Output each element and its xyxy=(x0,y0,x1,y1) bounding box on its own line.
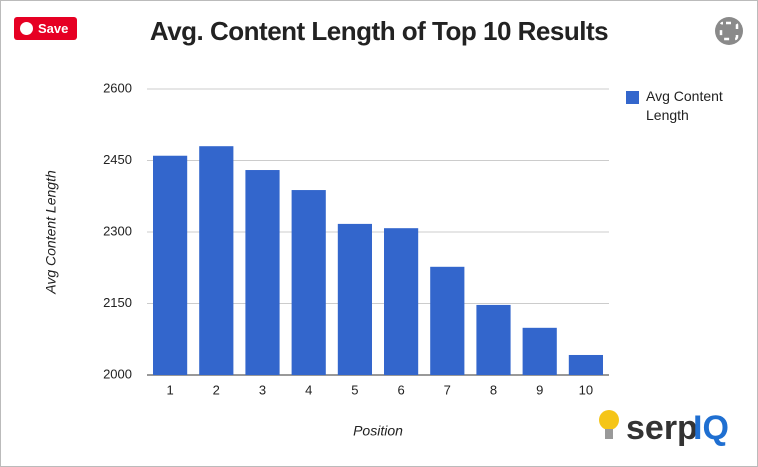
x-tick-label: 5 xyxy=(351,382,358,397)
bar xyxy=(430,266,465,375)
y-tick-label: 2300 xyxy=(103,223,132,238)
bar xyxy=(476,304,511,375)
bar xyxy=(153,155,188,375)
bar xyxy=(291,190,326,375)
x-tick-label: 10 xyxy=(579,382,593,397)
bar xyxy=(568,354,603,375)
y-tick-label: 2600 xyxy=(103,80,132,95)
x-tick-label: 2 xyxy=(213,382,220,397)
x-tick-label: 1 xyxy=(166,382,173,397)
bar xyxy=(245,170,280,375)
x-tick-label: 9 xyxy=(536,382,543,397)
chart-title: Avg. Content Length of Top 10 Results xyxy=(150,16,608,46)
legend-label: Avg Content Length xyxy=(646,88,723,123)
save-button[interactable]: Save xyxy=(14,17,77,40)
x-tick-label: 8 xyxy=(490,382,497,397)
bar xyxy=(522,327,557,375)
legend-swatch xyxy=(626,91,639,104)
y-tick-label: 2000 xyxy=(103,366,132,381)
x-tick-label: 4 xyxy=(305,382,312,397)
expand-icon[interactable] xyxy=(715,17,743,45)
x-axis-label: Position xyxy=(353,423,403,439)
y-tick-label: 2450 xyxy=(103,152,132,167)
bar xyxy=(384,228,419,375)
y-axis-label: Avg Content Length xyxy=(43,170,59,295)
logo-text: serp xyxy=(626,409,698,447)
x-tick-label: 6 xyxy=(397,382,404,397)
bar xyxy=(337,223,372,375)
bar xyxy=(199,146,234,375)
logo-text: IQ xyxy=(693,409,729,447)
y-tick-label: 2150 xyxy=(103,295,132,310)
x-tick-label: 7 xyxy=(444,382,451,397)
x-tick-label: 3 xyxy=(259,382,266,397)
logo-bulb xyxy=(599,410,619,439)
